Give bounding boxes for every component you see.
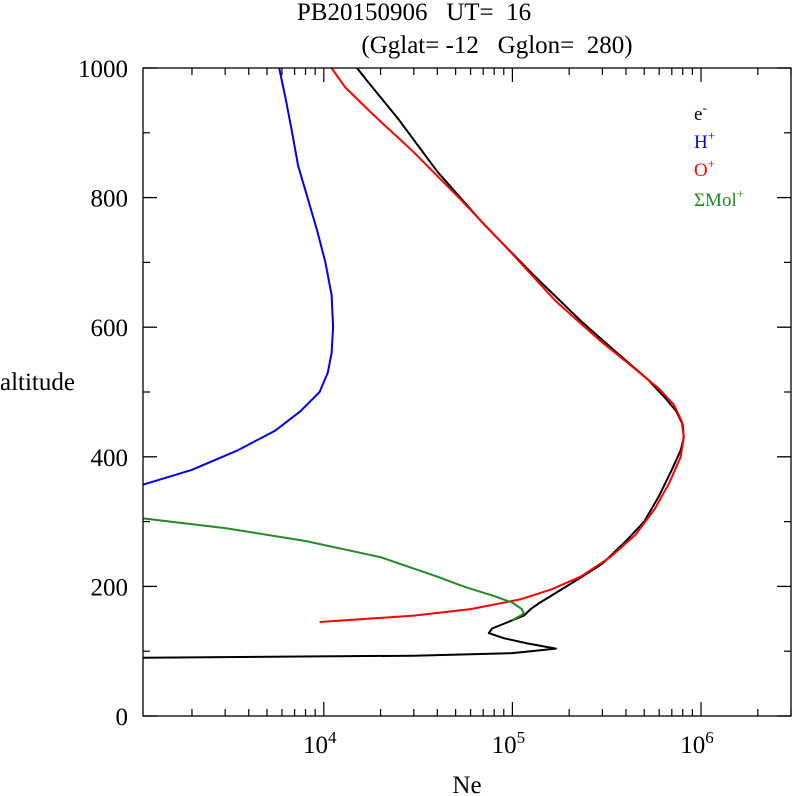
y-tick-label: 600	[91, 315, 129, 342]
series-line-oxygen-ion	[319, 67, 685, 623]
x-tick-label: 105	[492, 728, 526, 759]
y-tick-label: 800	[91, 186, 129, 213]
legend-entry-molecular-ions: ΣMol+	[694, 186, 744, 211]
chart-title-line1: PB20150906 UT= 16	[297, 0, 531, 26]
series-line-electron	[142, 67, 685, 659]
x-axis-label: Ne	[452, 772, 481, 796]
x-tick-label: 104	[303, 728, 337, 759]
x-tick-label: 106	[680, 728, 714, 759]
y-axis-label: altitude	[0, 369, 75, 396]
y-tick-label: 200	[91, 574, 129, 601]
legend-entry-oxygen-ion: O+	[694, 156, 715, 181]
series-line-molecular-ions	[142, 517, 525, 621]
y-tick-label: 0	[116, 704, 129, 731]
legend-entry-hydrogen-ion: H+	[694, 128, 715, 153]
y-tick-label: 1000	[78, 56, 128, 83]
chart-title-line2: (Gglat= -12 Gglon= 280)	[361, 32, 632, 59]
y-tick-label: 400	[91, 445, 129, 472]
series-line-hydrogen-ion	[142, 67, 335, 486]
legend-entry-electron: e-	[694, 100, 707, 125]
